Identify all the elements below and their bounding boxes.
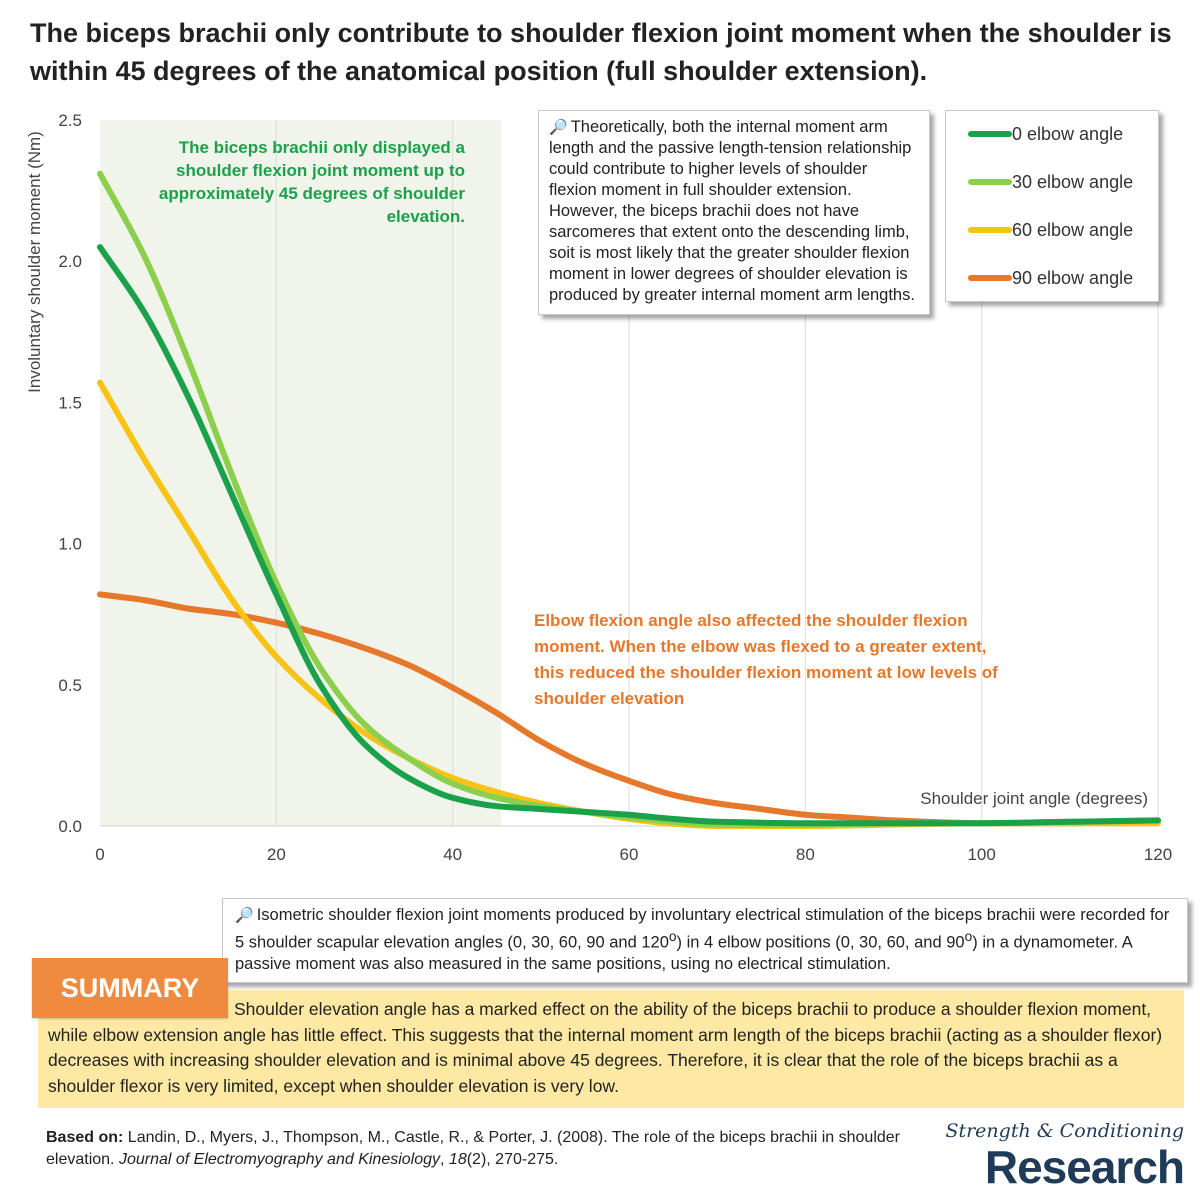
legend-item-3: 90 elbow angle [968, 266, 1133, 290]
x-tick-label: 20 [267, 845, 286, 864]
legend-swatch-0 [968, 131, 1012, 137]
theory-text: Theoretically, both the internal moment … [549, 118, 915, 304]
source-citation: Based on: Landin, D., Myers, J., Thompso… [46, 1129, 900, 1168]
legend-label-0: 0 elbow angle [1012, 123, 1124, 144]
x-tick-label: 120 [1144, 845, 1172, 864]
page-title: The biceps brachii only contribute to sh… [30, 18, 1172, 86]
y-tick-label: 2.0 [58, 252, 82, 271]
legend-item-2: 60 elbow angle [968, 218, 1133, 242]
source-volume: 18 [448, 1151, 467, 1168]
legend-item-1: 30 elbow angle [968, 170, 1133, 194]
y-tick-label: 1.5 [58, 393, 82, 412]
method-text-3: ) in a dynamometer. A passive moment was… [235, 933, 1132, 973]
legend-label-3: 90 elbow angle [1012, 267, 1134, 288]
chart-legend: 0 elbow angle 30 elbow angle 60 elbow an… [945, 110, 1159, 302]
y-tick-label: 0.5 [58, 676, 82, 695]
theory-callout: 🔎 Theoretically, both the internal moment… [538, 110, 930, 315]
source-authors: Landin, D., Myers, J., Thompson, M., Cas… [46, 1129, 900, 1168]
annotation-orange: Elbow flexion angle also affected the sh… [534, 611, 998, 708]
legend-swatch-3 [968, 275, 1012, 281]
magnifier-icon-2: 🔎 [235, 907, 254, 924]
y-tick-label: 0.0 [58, 817, 82, 836]
legend-item-0: 0 elbow angle [968, 122, 1123, 146]
magnifier-icon: 🔎 [549, 119, 568, 136]
summary-text: Shoulder elevation angle has a marked ef… [48, 999, 1163, 1096]
method-text-1: Isometric shoulder flexion joint moments… [235, 906, 1170, 952]
series-line-0 [97, 244, 1161, 827]
legend-label-2: 60 elbow angle [1012, 219, 1134, 240]
source-journal: Journal of Electromyography and Kinesiol… [118, 1151, 441, 1168]
legend-swatch-2 [968, 227, 1012, 233]
y-axis-label: Involuntary shoulder moment (Nm) [25, 131, 44, 393]
summary-box [38, 990, 1184, 1108]
shaded-region [100, 120, 502, 826]
method-degree-1: o [668, 929, 677, 944]
y-tick-label: 1.0 [58, 535, 82, 554]
x-axis-label: Shoulder joint angle (degrees) [920, 789, 1148, 808]
x-tick-label: 40 [443, 845, 462, 864]
method-callout: 🔎 Isometric shoulder flexion joint moment… [222, 898, 1188, 983]
x-tick-label: 60 [620, 845, 639, 864]
method-degree-2: o [964, 929, 973, 944]
source-pages: (2), 270-275. [466, 1151, 559, 1168]
brand-tagline: Strength & Conditioning [945, 1120, 1184, 1142]
annotation-green: The biceps brachii only displayed a shou… [158, 138, 465, 226]
y-tick-label: 2.5 [58, 111, 82, 130]
method-text-2: ) in 4 elbow positions (0, 30, 60, and 9… [676, 933, 965, 952]
brand-logo-text: Research [984, 1141, 1185, 1193]
x-tick-label: 100 [967, 845, 995, 864]
x-tick-label: 0 [95, 845, 104, 864]
source-label: Based on: [46, 1129, 124, 1146]
summary-label: SUMMARY [32, 958, 228, 1018]
legend-label-1: 30 elbow angle [1012, 171, 1134, 192]
legend-swatch-1 [968, 179, 1012, 185]
x-tick-label: 80 [796, 845, 815, 864]
